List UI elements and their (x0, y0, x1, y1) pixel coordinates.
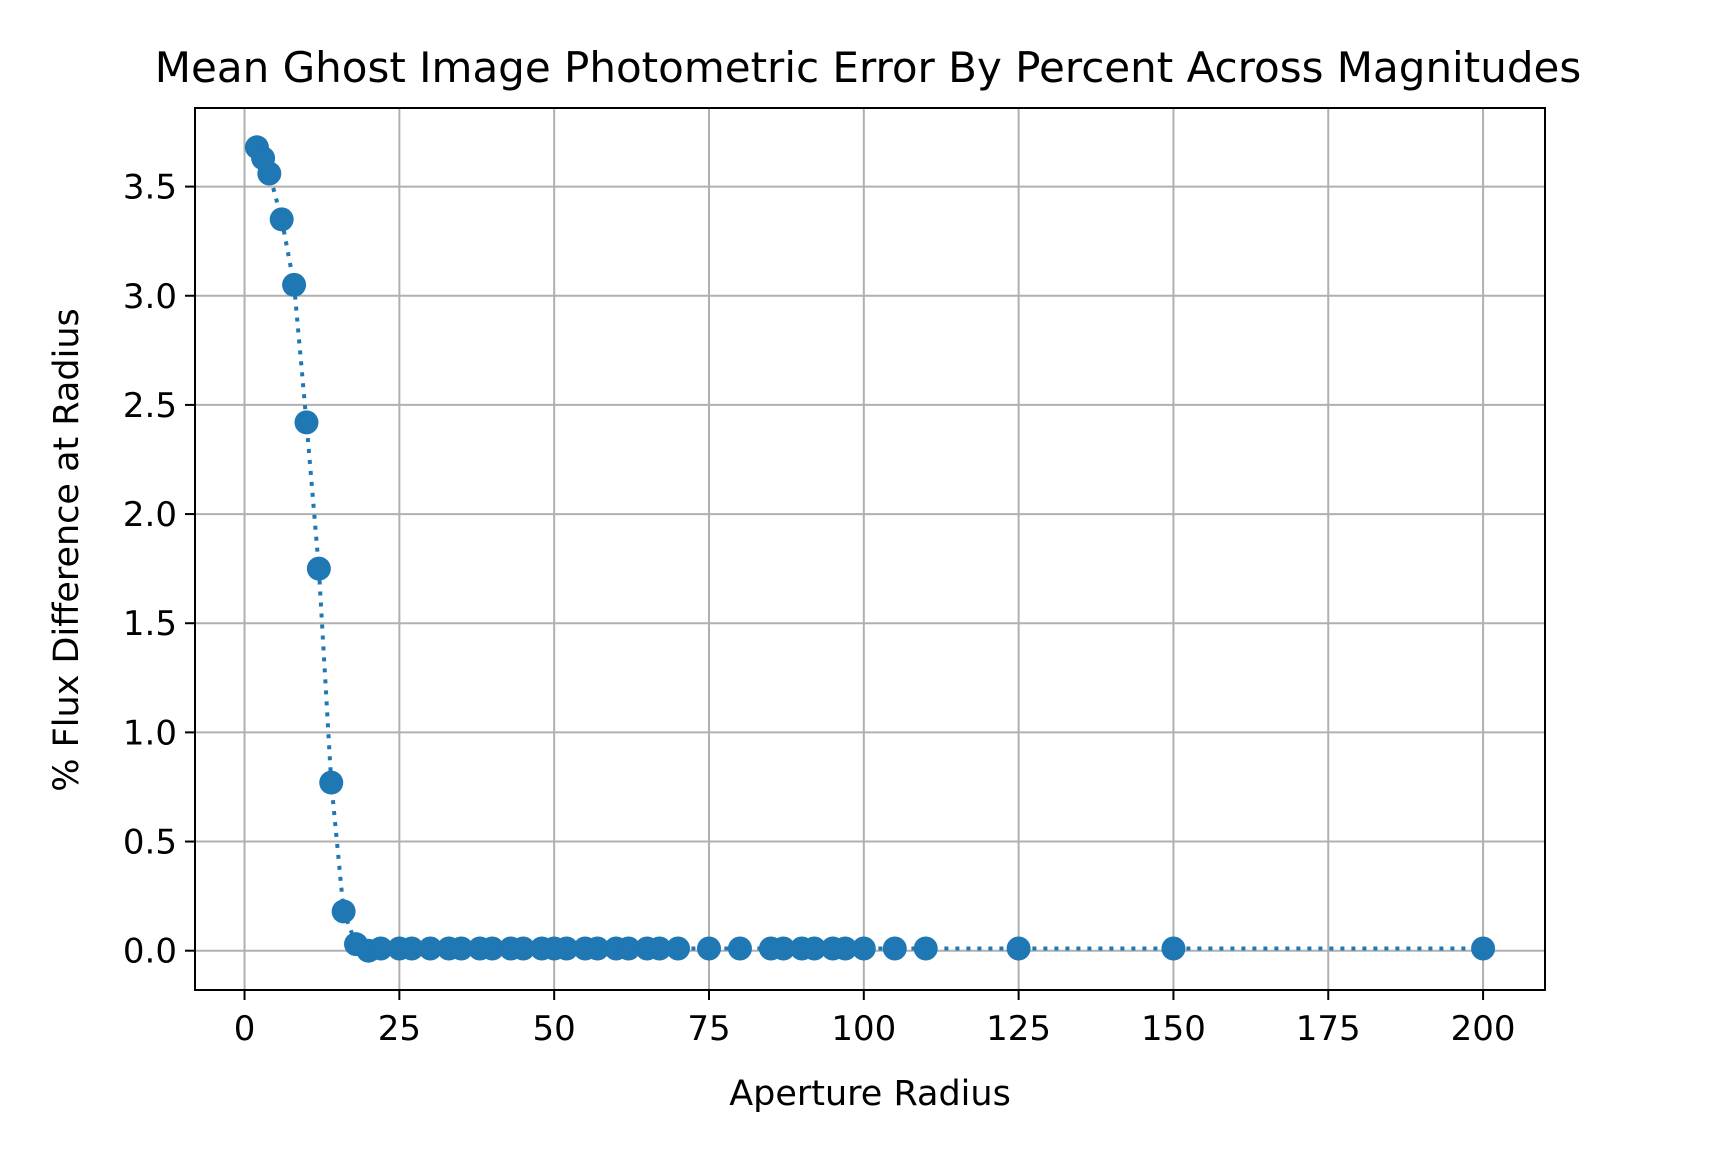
data-point (882, 936, 907, 961)
y-tick-label: 1.5 (123, 604, 177, 644)
data-point (331, 899, 356, 924)
y-tick-label: 3.0 (123, 277, 177, 317)
y-tick-label: 2.5 (123, 386, 177, 426)
series-line (255, 146, 1484, 953)
data-point (257, 161, 282, 186)
y-tick-label: 2.0 (123, 495, 177, 535)
x-tick-label: 125 (986, 1009, 1051, 1049)
data-point (1006, 936, 1031, 961)
x-tick-label: 100 (831, 1009, 896, 1049)
data-point (616, 936, 641, 961)
data-point (294, 410, 319, 435)
data-point (418, 936, 443, 961)
x-tick-label: 0 (234, 1009, 256, 1049)
data-point (511, 936, 536, 961)
data-point (696, 936, 721, 961)
x-tick-label: 50 (533, 1009, 576, 1049)
y-tick-label: 1.0 (123, 713, 177, 753)
data-point (727, 936, 752, 961)
x-axis-label: Aperture Radius (729, 1074, 1011, 1114)
x-tick-label: 200 (1451, 1009, 1516, 1049)
y-tick-label: 0.0 (123, 932, 177, 972)
x-tick-label: 150 (1141, 1009, 1206, 1049)
data-point (554, 936, 579, 961)
data-point (1471, 936, 1496, 961)
x-axis-ticks: 0 25 50 75 100 125 150 175 200 (234, 990, 1516, 1049)
chart-title: Mean Ghost Image Photometric Error By Pe… (155, 43, 1581, 92)
data-point (480, 936, 505, 961)
data-point (399, 936, 424, 961)
y-axis-label: % Flux Difference at Radius (47, 308, 87, 791)
data-point (319, 770, 344, 795)
series-polyline (255, 146, 1484, 953)
data-point (771, 936, 796, 961)
x-tick-label: 75 (687, 1009, 730, 1049)
x-tick-label: 25 (378, 1009, 421, 1049)
data-point (368, 936, 393, 961)
data-point (585, 936, 610, 961)
grid-lines (195, 108, 1545, 990)
data-point (913, 936, 938, 961)
data-point (1161, 936, 1186, 961)
data-point (282, 272, 307, 297)
y-tick-label: 3.5 (123, 168, 177, 208)
data-point (449, 936, 474, 961)
data-point (802, 936, 827, 961)
x-tick-label: 175 (1296, 1009, 1361, 1049)
y-tick-label: 0.5 (123, 823, 177, 863)
data-point (851, 936, 876, 961)
data-points (244, 135, 1496, 963)
data-point (647, 936, 672, 961)
data-point (306, 556, 331, 581)
plot-frame (194, 107, 1546, 991)
data-point (269, 207, 294, 232)
data-point (833, 936, 858, 961)
y-axis-ticks: 0.0 0.5 1.0 1.5 2.0 2.5 3.0 3.5 (123, 168, 195, 972)
data-point (666, 936, 691, 961)
